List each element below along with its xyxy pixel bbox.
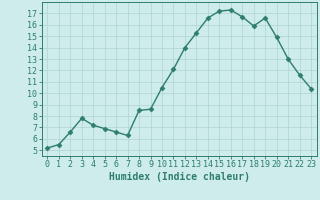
X-axis label: Humidex (Indice chaleur): Humidex (Indice chaleur) [109, 172, 250, 182]
